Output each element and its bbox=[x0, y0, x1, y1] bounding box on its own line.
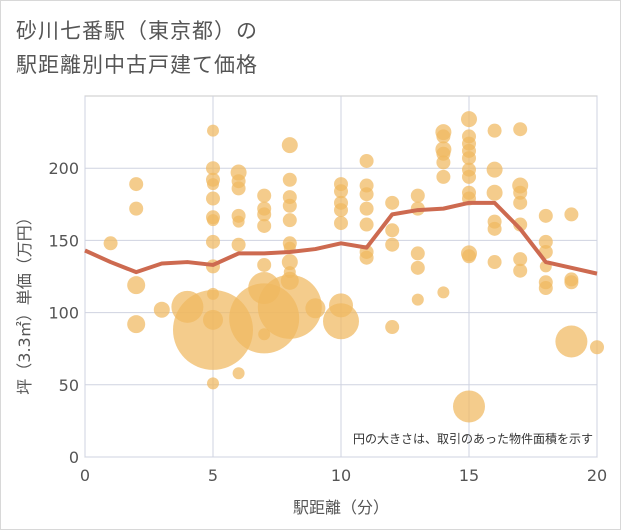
bubble bbox=[436, 155, 451, 170]
average-price-line bbox=[84, 200, 598, 276]
bubble bbox=[282, 198, 297, 213]
x-axis-title: 駅距離（分） bbox=[293, 498, 389, 517]
bubble bbox=[103, 236, 118, 251]
trend-line-layer bbox=[84, 200, 598, 276]
bubble bbox=[538, 281, 553, 296]
bubble bbox=[129, 201, 144, 216]
bubble bbox=[436, 129, 451, 144]
y-tick-label: 0 bbox=[69, 448, 79, 467]
bubble bbox=[461, 111, 477, 128]
bubble bbox=[207, 178, 219, 191]
bubble bbox=[590, 340, 604, 355]
bubble bbox=[513, 122, 528, 137]
bubble bbox=[538, 208, 553, 223]
bubble bbox=[127, 276, 146, 295]
title-line-2: 駅距離別中古戸建て価格 bbox=[16, 53, 258, 77]
bubble bbox=[436, 169, 451, 184]
x-tick-label: 15 bbox=[459, 466, 479, 485]
bubble bbox=[334, 184, 348, 199]
bubble bbox=[453, 390, 485, 423]
bubble bbox=[462, 151, 476, 166]
bubble bbox=[231, 237, 246, 252]
bubble-layer bbox=[103, 111, 604, 423]
bubble bbox=[282, 213, 297, 228]
bubble bbox=[281, 137, 298, 154]
bubble bbox=[206, 161, 220, 176]
grid bbox=[84, 95, 598, 458]
bubble bbox=[207, 377, 219, 390]
bubble bbox=[257, 207, 272, 222]
bubble bbox=[359, 250, 374, 265]
bubble bbox=[359, 201, 374, 216]
bubble bbox=[207, 124, 219, 137]
bubble bbox=[437, 286, 450, 299]
bubble bbox=[127, 315, 146, 334]
bubble bbox=[323, 303, 359, 340]
title-line-1: 砂川七番駅（東京都）の bbox=[16, 19, 258, 43]
bubble bbox=[334, 203, 348, 218]
bubble bbox=[486, 161, 503, 178]
bubble bbox=[232, 367, 245, 380]
bubble bbox=[385, 237, 400, 252]
bubble bbox=[487, 221, 502, 236]
bubble bbox=[538, 234, 553, 249]
y-axis-title: 坪（3.3㎡）単価（万円） bbox=[15, 209, 34, 394]
bubble bbox=[564, 207, 579, 222]
bubble bbox=[462, 249, 476, 264]
bubble bbox=[206, 234, 220, 249]
x-tick-label: 20 bbox=[587, 466, 607, 485]
bubble bbox=[334, 216, 348, 231]
bubble bbox=[207, 214, 219, 227]
bubble bbox=[513, 195, 528, 210]
x-tick-label: 5 bbox=[208, 466, 218, 485]
bubble bbox=[282, 172, 297, 187]
bubble bbox=[153, 301, 170, 318]
bubble bbox=[359, 217, 374, 232]
y-tick-label: 100 bbox=[48, 304, 79, 323]
bubble bbox=[385, 223, 400, 238]
bubble bbox=[257, 218, 272, 233]
bubble bbox=[513, 185, 528, 200]
y-tick-label: 200 bbox=[48, 159, 79, 178]
bubble bbox=[410, 260, 425, 275]
chart-title: 砂川七番駅（東京都）の 駅距離別中古戸建て価格 bbox=[16, 14, 258, 82]
bubble bbox=[513, 263, 528, 278]
bubble bbox=[487, 255, 502, 270]
x-tick-label: 10 bbox=[331, 466, 351, 485]
size-note: 円の大きさは、取引のあった物件面積を示す bbox=[353, 431, 593, 446]
bubble bbox=[359, 187, 374, 202]
bubble bbox=[555, 325, 588, 358]
bubble bbox=[281, 254, 298, 271]
bubble bbox=[410, 246, 425, 261]
bubble bbox=[385, 320, 400, 335]
bubble bbox=[410, 188, 425, 203]
bubble bbox=[305, 298, 326, 319]
bubble bbox=[257, 188, 272, 203]
bubble bbox=[258, 328, 271, 341]
bubble bbox=[411, 293, 424, 306]
bubble bbox=[462, 169, 476, 184]
bubble bbox=[486, 184, 503, 201]
bubble bbox=[359, 153, 374, 168]
bubble bbox=[257, 274, 322, 339]
bubble bbox=[232, 215, 245, 228]
bubble bbox=[129, 177, 144, 192]
bubble bbox=[231, 181, 246, 196]
bubble bbox=[206, 191, 220, 206]
bubble bbox=[487, 123, 502, 138]
x-tick-label: 0 bbox=[80, 466, 90, 485]
y-tick-label: 150 bbox=[48, 231, 79, 250]
bubble bbox=[513, 252, 528, 267]
bubble bbox=[564, 275, 579, 290]
bubble bbox=[385, 195, 400, 210]
bubble bbox=[257, 257, 272, 272]
y-tick-label: 50 bbox=[59, 376, 79, 395]
